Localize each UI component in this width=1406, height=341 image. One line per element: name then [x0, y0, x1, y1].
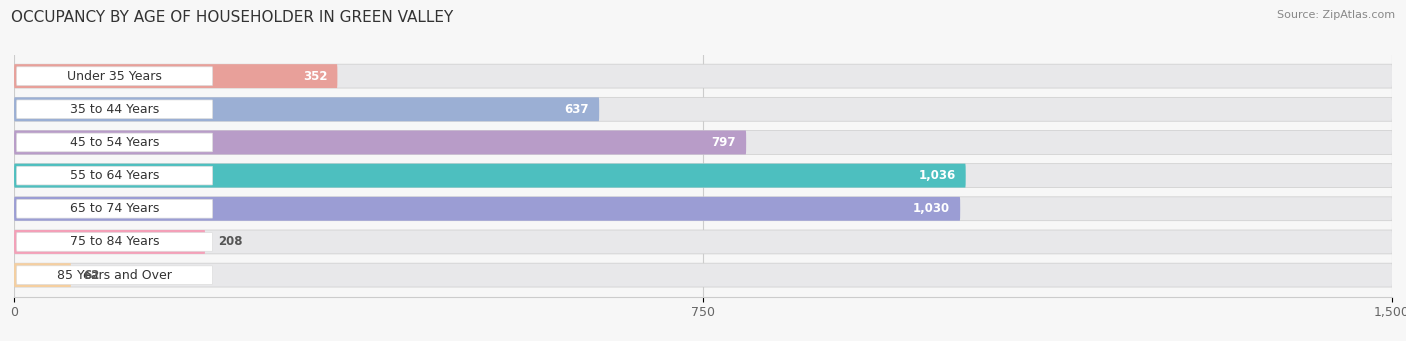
FancyBboxPatch shape	[14, 197, 960, 221]
FancyBboxPatch shape	[17, 199, 212, 218]
FancyBboxPatch shape	[14, 263, 72, 287]
FancyBboxPatch shape	[14, 64, 337, 88]
Text: 55 to 64 Years: 55 to 64 Years	[70, 169, 159, 182]
FancyBboxPatch shape	[14, 131, 747, 154]
FancyBboxPatch shape	[17, 166, 212, 185]
Text: OCCUPANCY BY AGE OF HOUSEHOLDER IN GREEN VALLEY: OCCUPANCY BY AGE OF HOUSEHOLDER IN GREEN…	[11, 10, 454, 25]
FancyBboxPatch shape	[14, 164, 1392, 188]
Text: 85 Years and Over: 85 Years and Over	[58, 269, 172, 282]
FancyBboxPatch shape	[17, 133, 212, 152]
Text: Source: ZipAtlas.com: Source: ZipAtlas.com	[1277, 10, 1395, 20]
FancyBboxPatch shape	[14, 97, 599, 121]
Text: 352: 352	[302, 70, 328, 83]
FancyBboxPatch shape	[14, 164, 966, 188]
Text: 1,036: 1,036	[918, 169, 956, 182]
Text: 208: 208	[218, 235, 242, 249]
FancyBboxPatch shape	[17, 100, 212, 119]
Text: 62: 62	[84, 269, 100, 282]
Text: 65 to 74 Years: 65 to 74 Years	[70, 202, 159, 215]
FancyBboxPatch shape	[14, 263, 1392, 287]
Text: 45 to 54 Years: 45 to 54 Years	[70, 136, 159, 149]
Text: 1,030: 1,030	[912, 202, 950, 215]
Text: Under 35 Years: Under 35 Years	[67, 70, 162, 83]
Text: 637: 637	[565, 103, 589, 116]
FancyBboxPatch shape	[14, 230, 1392, 254]
FancyBboxPatch shape	[17, 233, 212, 251]
Text: 35 to 44 Years: 35 to 44 Years	[70, 103, 159, 116]
Text: 797: 797	[711, 136, 737, 149]
FancyBboxPatch shape	[17, 67, 212, 86]
FancyBboxPatch shape	[14, 197, 1392, 221]
FancyBboxPatch shape	[14, 230, 205, 254]
FancyBboxPatch shape	[14, 131, 1392, 154]
FancyBboxPatch shape	[14, 64, 1392, 88]
FancyBboxPatch shape	[14, 97, 1392, 121]
Text: 75 to 84 Years: 75 to 84 Years	[70, 235, 159, 249]
FancyBboxPatch shape	[17, 266, 212, 284]
